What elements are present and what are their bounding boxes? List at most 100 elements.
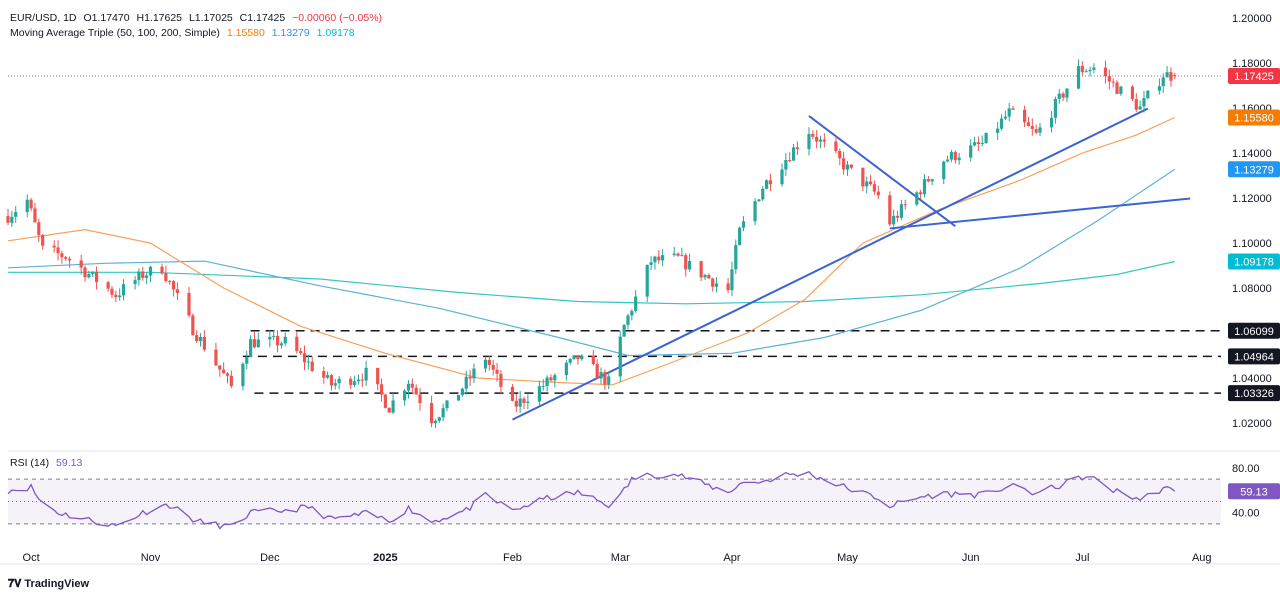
time-tick-label: Nov — [141, 552, 161, 564]
candle-body — [576, 355, 580, 360]
candle-body — [780, 169, 784, 185]
candle-body — [618, 336, 622, 377]
price-tick-label: 1.20000 — [1232, 13, 1272, 25]
candle-body — [37, 222, 41, 235]
symbol-label[interactable]: EUR/USD, 1D — [10, 12, 77, 24]
candle-body — [29, 199, 33, 209]
candle-body — [1049, 117, 1054, 128]
price-badge — [1228, 253, 1280, 270]
candle-body — [661, 255, 665, 261]
candle-body — [414, 387, 418, 395]
candle-body — [364, 367, 368, 381]
candle-body — [403, 390, 407, 401]
candle-body — [1023, 109, 1027, 123]
candle-body — [1026, 122, 1031, 127]
candle-body — [1157, 86, 1161, 91]
price-badge-label: 1.09178 — [1234, 257, 1274, 269]
candle-body — [734, 245, 738, 270]
candle-body — [726, 283, 730, 291]
candle-body — [969, 145, 973, 158]
candle-body — [487, 359, 491, 365]
candle-body — [468, 376, 472, 379]
candle-body — [133, 280, 137, 285]
candle-body — [788, 160, 792, 162]
candle-body — [730, 269, 734, 291]
candle-body — [1053, 99, 1058, 118]
candle-body — [541, 386, 545, 388]
price-axis[interactable]: 1.200001.180001.160001.140001.120001.100… — [1228, 13, 1280, 520]
candle-body — [406, 383, 411, 391]
candle-body — [949, 152, 954, 160]
candle-body — [895, 215, 900, 218]
time-axis[interactable]: Oct Nov Dec 2025 Feb Mar Apr May Jun Jul Aug — [23, 552, 1212, 564]
candle-body — [687, 261, 692, 270]
candle-body — [838, 151, 842, 159]
candle-body — [753, 201, 757, 222]
candle-body — [1065, 88, 1069, 98]
trend-lines — [512, 107, 1191, 421]
candle-body — [1030, 126, 1034, 130]
candle-body — [1057, 93, 1061, 100]
candle-body — [649, 262, 653, 265]
tradingview-logo[interactable]: 𝟕𝐕 TradingView — [8, 578, 89, 591]
candle-body — [795, 147, 800, 150]
candle-body — [603, 372, 607, 385]
price-badge-label: 1.17425 — [1234, 71, 1274, 83]
time-tick-label: Oct — [23, 552, 40, 564]
candle-body — [1007, 108, 1011, 117]
candle-body — [1107, 76, 1111, 82]
candle-body — [526, 401, 530, 403]
rsi-tick-label: 40.00 — [1232, 508, 1260, 520]
candle-body — [984, 132, 988, 144]
candle-body — [14, 212, 18, 217]
candle-body — [699, 261, 703, 278]
rsi-title[interactable]: RSI (14) — [10, 457, 50, 469]
rsi-badge-label: 59.13 — [1240, 486, 1268, 498]
ma50-value: 1.15580 — [226, 27, 265, 39]
candle-body — [545, 377, 549, 387]
candle-body — [1080, 66, 1084, 72]
candle-body — [1011, 108, 1015, 110]
price-tick-label: 1.12000 — [1232, 193, 1272, 205]
candle-body — [591, 355, 595, 365]
candle-body — [1103, 67, 1108, 77]
candle-body — [757, 199, 761, 202]
candle-body — [549, 377, 553, 381]
time-tick-label: Dec — [260, 552, 280, 564]
candle-body — [915, 192, 919, 205]
candle-body — [302, 353, 307, 363]
price-badge-label: 1.13279 — [1234, 164, 1274, 176]
candle-body — [433, 420, 438, 424]
candle-body — [87, 274, 91, 278]
candle-body — [445, 400, 449, 409]
candle-body — [410, 383, 414, 388]
candle-body — [310, 361, 314, 372]
candle-body — [926, 179, 930, 182]
candle-body — [815, 136, 819, 142]
candle-body — [945, 159, 950, 162]
candle-body — [337, 378, 341, 384]
support-resistance-levels — [242, 330, 1221, 394]
ma-indicator-title[interactable]: Moving Average Triple (50, 100, 200, Sim… — [10, 27, 220, 39]
trend-line — [889, 197, 1191, 230]
candle-body — [1084, 71, 1088, 73]
candle-body — [518, 398, 522, 407]
candle-body — [106, 282, 110, 289]
time-tick-label: Jun — [962, 552, 980, 564]
candle-body — [483, 359, 488, 369]
candle-body — [245, 357, 249, 364]
candle-body — [268, 336, 272, 340]
candle-body — [333, 383, 337, 386]
candle-body — [953, 152, 957, 161]
candle-body — [1003, 116, 1007, 119]
candle-body — [437, 417, 441, 421]
candle-body — [33, 208, 37, 223]
price-change: −0.00060 (−0.05%) — [292, 12, 383, 24]
candle-body — [1038, 127, 1042, 133]
candle-body — [376, 367, 380, 385]
candle-body — [630, 311, 634, 316]
candle-body — [295, 336, 299, 352]
price-tick-label: 1.08000 — [1232, 283, 1272, 295]
candle-body — [299, 351, 303, 354]
